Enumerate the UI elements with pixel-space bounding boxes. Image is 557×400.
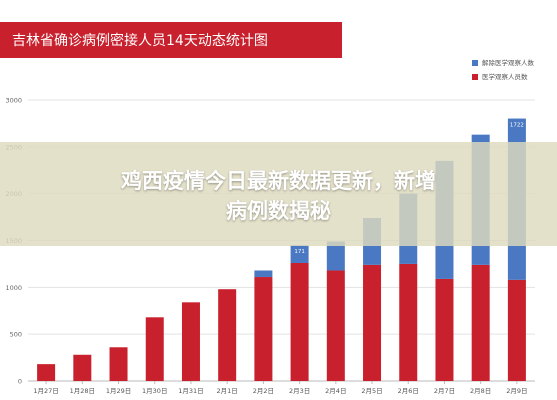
bar-released	[326, 241, 345, 271]
x-tick-label: 2月5日	[361, 387, 382, 395]
bar-observed	[73, 354, 92, 381]
bar-observed	[326, 270, 345, 381]
chart-title: 吉林省确诊病例密接人员14天动态统计图	[12, 33, 268, 49]
bar-observed	[471, 264, 490, 381]
legend-item-released: 解除医学观察人数	[472, 56, 534, 70]
x-tick-label: 1月28日	[70, 387, 95, 395]
bar-observed	[290, 262, 309, 381]
x-tick-label: 2月2日	[253, 387, 274, 395]
bar-observed	[254, 277, 273, 381]
x-tick-label: 1月27日	[33, 387, 58, 395]
headline-banner: 鸡西疫情今日最新数据更新，新增 病例数揭秘	[0, 142, 557, 246]
legend-swatch-released	[472, 60, 478, 66]
x-tick-label: 2月3日	[289, 387, 310, 395]
y-tick-label: 500	[10, 331, 22, 339]
bar-data-label: 171	[294, 249, 305, 255]
x-tick-label: 2月9日	[506, 387, 527, 395]
bar-observed	[399, 263, 418, 381]
x-tick-label: 2月6日	[398, 387, 419, 395]
x-tick-label: 2月7日	[434, 387, 455, 395]
bar-observed	[507, 279, 526, 381]
title-band: 吉林省确诊病例密接人员14天动态统计图	[0, 22, 342, 58]
x-tick-label: 2月1日	[217, 387, 238, 395]
bar-data-label: 1722	[510, 123, 524, 129]
headline-line-2: 病例数揭秘	[226, 199, 331, 223]
headline-line-1: 鸡西疫情今日最新数据更新，新增	[121, 169, 436, 193]
legend-swatch-observed	[472, 74, 478, 80]
y-tick-label: 1000	[5, 284, 22, 292]
bar-observed	[363, 264, 382, 381]
chart-legend: 解除医学观察人数 医学观察人员数	[472, 56, 534, 84]
y-tick-label: 3000	[5, 97, 22, 105]
legend-item-observed: 医学观察人员数	[472, 70, 534, 84]
bar-observed	[145, 317, 164, 381]
headline-text: 鸡西疫情今日最新数据更新，新增 病例数揭秘	[0, 166, 557, 226]
legend-label-observed: 医学观察人员数	[482, 73, 528, 81]
legend-label-released: 解除医学观察人数	[482, 59, 534, 67]
bar-observed	[37, 364, 56, 381]
bar-observed	[218, 289, 237, 381]
bar-observed	[435, 278, 454, 381]
x-tick-label: 1月30日	[142, 387, 167, 395]
y-tick-label: 0	[18, 378, 22, 386]
x-tick-label: 2月8日	[470, 387, 491, 395]
bar-released	[290, 245, 309, 263]
x-tick-label: 1月29日	[106, 387, 131, 395]
x-tick-label: 1月31日	[178, 387, 203, 395]
bar-observed	[109, 347, 128, 381]
x-tick-label: 2月4日	[325, 387, 346, 395]
bar-observed	[181, 302, 200, 381]
bar-released	[254, 270, 273, 278]
